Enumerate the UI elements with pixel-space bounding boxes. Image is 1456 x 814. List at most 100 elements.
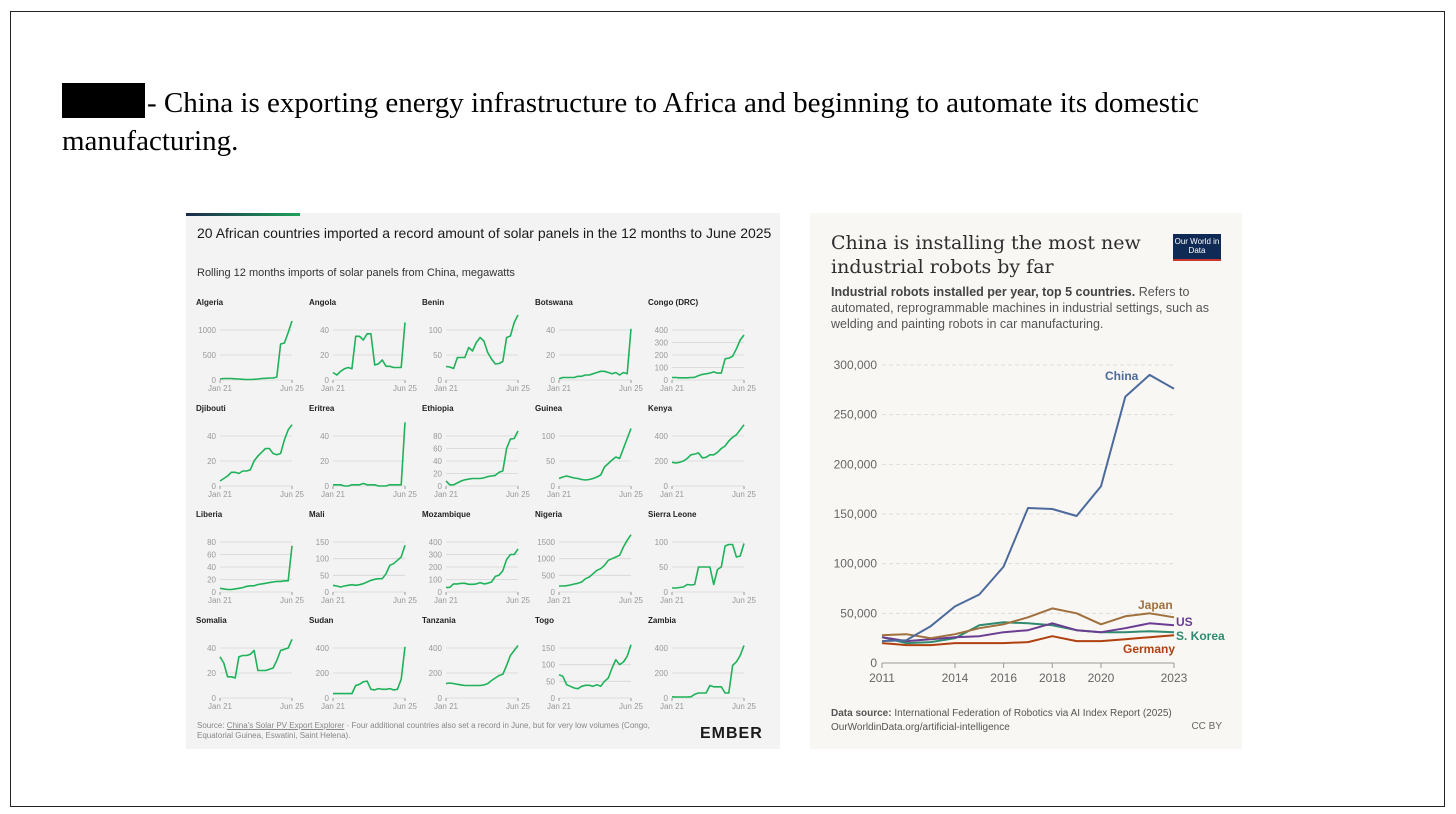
robots-plot: 0 50,000 100,000 150,000 200,000 250,000 300,0… <box>834 358 1225 685</box>
x-tick-label: Jan 21 <box>547 596 572 605</box>
chart-footer: Data source: International Federation of… <box>831 707 1231 735</box>
y-tick-label: 40 <box>320 326 329 335</box>
series-line <box>219 545 293 591</box>
panel-svg: Congo (DRC) 0 100 200 300 400 Jan 21 Jun 25 <box>648 298 757 393</box>
series-line <box>333 422 406 487</box>
x-tick-label: Jun 25 <box>619 702 644 711</box>
panel-mali: Mali 0 50 100 150 Jan 21 Jun 25 <box>309 508 421 612</box>
panel-angola: Angola 0 20 40 Jan 21 Jun 25 <box>309 296 421 400</box>
x-tick-label: Jan 21 <box>660 596 685 605</box>
x-tick-label: Jun 25 <box>732 490 757 499</box>
y-tick-label: 0 <box>325 588 330 597</box>
x-tick-label: Jun 25 <box>393 596 418 605</box>
y-tick-label: 40 <box>433 457 442 466</box>
panel-title: Kenya <box>648 404 673 413</box>
panel-svg: Ethiopia 0 20 40 60 80 Jan 21 Jun 25 <box>422 404 531 499</box>
series-line <box>219 320 293 381</box>
y-tick-label: 0 <box>438 588 443 597</box>
series-label: Germany <box>1123 642 1175 656</box>
y-tick-label: 0 <box>664 588 669 597</box>
y-tick-label: 0 <box>438 694 443 703</box>
series-line <box>672 334 745 379</box>
panel-botswana: Botswana 0 20 40 Jan 21 Jun 25 <box>535 296 647 400</box>
panel-svg: Angola 0 20 40 Jan 21 Jun 25 <box>309 298 418 393</box>
x-tick-label: Jun 25 <box>732 384 757 393</box>
panel-title: Sierra Leone <box>648 510 697 519</box>
panel-title: Eritrea <box>309 404 335 413</box>
x-tick-label: Jan 21 <box>547 490 572 499</box>
y-tick-label: 100,000 <box>834 557 878 571</box>
x-tick-label: Jun 25 <box>393 702 418 711</box>
panel-ethiopia: Ethiopia 0 20 40 60 80 Jan 21 Jun 25 <box>422 402 534 506</box>
y-tick-label: 200 <box>655 351 669 360</box>
panel-mozambique: Mozambique 0 100 200 300 400 Jan 21 Jun 25 <box>422 508 534 612</box>
owid-logo: Our World in Data <box>1173 234 1221 261</box>
y-tick-label: 80 <box>207 538 216 547</box>
panel-title: Benin <box>422 298 444 307</box>
license: CC BY <box>1191 721 1222 732</box>
panel-title: Nigeria <box>535 510 563 519</box>
y-tick-label: 200 <box>655 457 669 466</box>
panel-title: Djibouti <box>196 404 226 413</box>
chart-subtitle: Rolling 12 months imports of solar panel… <box>197 267 515 279</box>
panel-svg: Eritrea 0 20 40 Jan 21 Jun 25 <box>309 404 418 499</box>
x-tick-label: Jun 25 <box>732 702 757 711</box>
x-tick-label: Jan 21 <box>547 702 572 711</box>
x-tick-label: Jun 25 <box>619 384 644 393</box>
y-tick-label: 0 <box>664 376 669 385</box>
y-tick-label: 50,000 <box>840 606 877 620</box>
series-line <box>445 645 519 687</box>
series-line <box>219 638 293 679</box>
chart-title: China is installing the most new industr… <box>831 232 1141 278</box>
panel-eritrea: Eritrea 0 20 40 Jan 21 Jun 25 <box>309 402 421 506</box>
panel-svg: Mali 0 50 100 150 Jan 21 Jun 25 <box>309 510 418 605</box>
panel-svg: Sierra Leone 0 50 100 Jan 21 Jun 25 <box>648 510 757 605</box>
source-link[interactable]: China's Solar PV Export Explorer <box>226 721 345 730</box>
panel-title: Guinea <box>535 404 563 413</box>
y-tick-label: 500 <box>203 351 217 360</box>
y-tick-label: 500 <box>542 571 556 580</box>
y-tick-label: 400 <box>429 538 443 547</box>
x-tick-label: Jun 25 <box>280 490 305 499</box>
panel-kenya: Kenya 0 200 400 Jan 21 Jun 25 <box>648 402 760 506</box>
robots-chart: China is installing the most new industr… <box>810 213 1242 749</box>
y-tick-label: 400 <box>429 644 443 653</box>
source-note: · Four additional countries also set a r… <box>197 721 650 740</box>
subtitle-rest: Refers to automated, reprogrammable mach… <box>831 285 1209 331</box>
y-tick-label: 100 <box>429 326 443 335</box>
panel-sudan: Sudan 0 200 400 Jan 21 Jun 25 <box>309 614 421 718</box>
series-line <box>671 424 745 464</box>
x-tick-label: 2023 <box>1161 671 1188 685</box>
y-tick-label: 0 <box>325 376 330 385</box>
y-tick-label: 0 <box>551 694 556 703</box>
panel-svg: Guinea 0 50 100 Jan 21 Jun 25 <box>535 404 644 499</box>
x-tick-label: Jun 25 <box>619 596 644 605</box>
y-tick-label: 200 <box>429 669 443 678</box>
source-bold: Data source: <box>831 708 892 719</box>
y-tick-label: 50 <box>433 351 442 360</box>
x-tick-label: Jan 21 <box>434 490 459 499</box>
y-tick-label: 20 <box>207 457 216 466</box>
y-tick-label: 100 <box>655 364 669 373</box>
source-url[interactable]: OurWorldinData.org/artificial-intelligen… <box>831 722 1010 733</box>
panel-svg: Togo 0 50 100 150 Jan 21 Jun 25 <box>535 616 644 711</box>
y-tick-label: 0 <box>212 482 217 491</box>
x-tick-label: Jun 25 <box>619 490 644 499</box>
ember-logo: EMBER <box>700 725 763 742</box>
source-text: International Federation of Robotics via… <box>891 708 1172 719</box>
panel-svg: Kenya 0 200 400 Jan 21 Jun 25 <box>648 404 757 499</box>
x-tick-label: Jan 21 <box>434 596 459 605</box>
y-tick-label: 200 <box>316 669 330 678</box>
x-tick-label: Jun 25 <box>506 490 531 499</box>
x-tick-label: Jan 21 <box>321 490 346 499</box>
panel-svg: Zambia 0 200 400 Jan 21 Jun 25 <box>648 616 757 711</box>
y-tick-label: 200 <box>655 669 669 678</box>
panel-togo: Togo 0 50 100 150 Jan 21 Jun 25 <box>535 614 647 718</box>
x-tick-label: Jun 25 <box>506 596 531 605</box>
y-tick-label: 300,000 <box>834 358 878 372</box>
y-tick-label: 100 <box>542 661 556 670</box>
y-tick-label: 20 <box>546 351 555 360</box>
series-label: China <box>1105 369 1139 383</box>
panel-title: Liberia <box>196 510 223 519</box>
y-tick-label: 0 <box>551 376 556 385</box>
